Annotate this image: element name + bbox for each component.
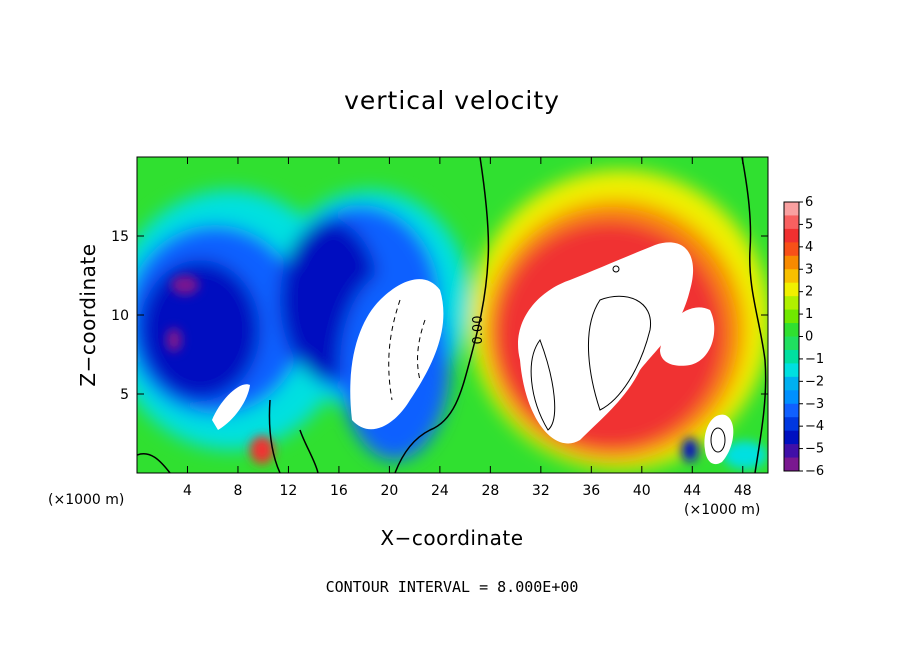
colorbar-band bbox=[784, 430, 799, 445]
x-axis-label: X−coordinate bbox=[380, 526, 524, 550]
field-purple-1 bbox=[171, 275, 199, 295]
colorbar-band bbox=[784, 269, 799, 284]
colorbar-label: 4 bbox=[805, 240, 813, 255]
contour-value-label: 0.00 bbox=[471, 316, 486, 345]
colorbar-band bbox=[784, 309, 799, 324]
field-purple-2 bbox=[166, 328, 182, 352]
updraft-core-right bbox=[518, 242, 694, 444]
field-red-small bbox=[250, 436, 274, 464]
contour-solid-inner-2 bbox=[588, 295, 651, 411]
x-tick-label: 44 bbox=[683, 483, 701, 499]
x-tick-label: 12 bbox=[280, 483, 298, 499]
colorbar-band bbox=[784, 282, 799, 297]
colorbar-label: 5 bbox=[805, 217, 813, 232]
x-unit-label-right: (×1000 m) bbox=[684, 502, 761, 518]
y-tick-label: 5 bbox=[120, 387, 129, 403]
field-darkblue-left bbox=[140, 260, 260, 400]
zero-contour-right bbox=[741, 157, 767, 473]
x-tick-label: 36 bbox=[582, 483, 600, 499]
colorbar-band bbox=[784, 228, 799, 243]
colorbar-band bbox=[784, 417, 799, 432]
colorbar-label: −2 bbox=[805, 374, 824, 389]
colorbar-band bbox=[784, 202, 799, 216]
x-tick-label: 4 bbox=[183, 483, 192, 499]
colorbar-label: −4 bbox=[805, 419, 824, 434]
x-tick-label: 20 bbox=[380, 483, 398, 499]
contour-solid-inner-1 bbox=[530, 338, 556, 431]
colorbar-band bbox=[784, 390, 799, 405]
x-tick-label: 24 bbox=[431, 483, 449, 499]
colorbar-band bbox=[784, 349, 799, 364]
y-tick-label: 10 bbox=[111, 308, 129, 324]
x-tick-label: 16 bbox=[330, 483, 348, 499]
colorbar-band bbox=[784, 215, 799, 230]
colorbar-label: −5 bbox=[805, 442, 824, 457]
contour-solid-inner-3 bbox=[710, 427, 726, 453]
updraft-core-small bbox=[212, 384, 250, 430]
colorbar-label: 6 bbox=[805, 195, 813, 210]
x-axis-ticks: 4 8 12 16 20 24 28 32 36 40 44 48 bbox=[183, 157, 752, 499]
colorbar-band bbox=[784, 336, 799, 351]
y-axis-ticks: 5 10 15 bbox=[111, 229, 768, 403]
colorbar-band bbox=[784, 255, 799, 270]
x-unit-label-left: (×1000 m) bbox=[48, 492, 125, 508]
colorbar-band bbox=[784, 323, 799, 337]
zero-contour-left bbox=[394, 157, 490, 473]
x-tick-label: 32 bbox=[532, 483, 550, 499]
contour-interval-note: CONTOUR INTERVAL = 8.000E+00 bbox=[325, 578, 579, 596]
colorbar-label: −1 bbox=[805, 352, 824, 367]
x-tick-label: 40 bbox=[633, 483, 651, 499]
colorbar-band bbox=[784, 403, 799, 418]
colorbar-label: −6 bbox=[805, 464, 824, 479]
colorbar-band bbox=[784, 444, 799, 459]
updraft-core-left bbox=[350, 279, 444, 430]
colorbar-band bbox=[784, 457, 799, 472]
contour-bottom-mid-2 bbox=[299, 429, 319, 473]
contour-bottom-left bbox=[137, 453, 171, 473]
colorbar-label: 1 bbox=[805, 307, 813, 322]
y-tick-label: 15 bbox=[111, 229, 129, 245]
colorbar: 6 5 4 3 2 1 0 −1 −2 −3 −4 −5 −6 bbox=[783, 195, 824, 479]
x-tick-label: 8 bbox=[233, 483, 242, 499]
colorbar-label: 3 bbox=[805, 262, 813, 277]
colorbar-band bbox=[784, 242, 799, 257]
contour-solid-dot bbox=[612, 265, 620, 273]
colorbar-label: 0 bbox=[805, 330, 813, 345]
contour-dashed-1 bbox=[388, 299, 401, 401]
x-tick-label: 48 bbox=[734, 483, 752, 499]
colorbar-band bbox=[784, 376, 799, 391]
velocity-field: 0.00 bbox=[137, 157, 768, 473]
colorbar-label: 2 bbox=[805, 285, 813, 300]
colorbar-label: −3 bbox=[805, 397, 824, 412]
chart-title: vertical velocity bbox=[344, 86, 560, 115]
updraft-core-bottom bbox=[704, 414, 734, 465]
colorbar-band bbox=[784, 296, 799, 311]
field-blue-right bbox=[682, 438, 698, 462]
contour-bottom-mid bbox=[268, 399, 281, 473]
contour-dashed-2 bbox=[417, 319, 426, 381]
updraft-core-right-2 bbox=[660, 307, 715, 366]
x-tick-label: 28 bbox=[481, 483, 499, 499]
colorbar-band bbox=[784, 363, 799, 378]
